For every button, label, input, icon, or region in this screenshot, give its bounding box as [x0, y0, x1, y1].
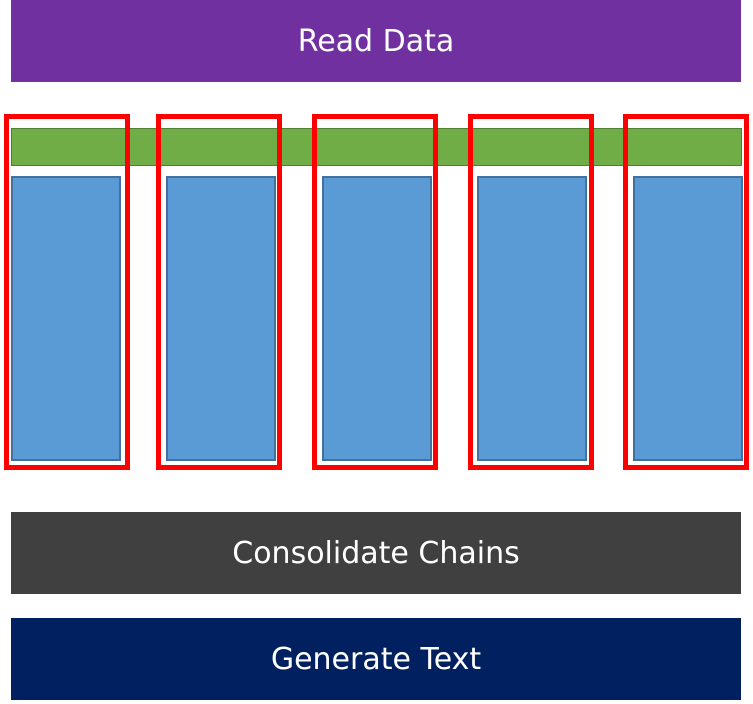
shared-model-bar	[11, 128, 742, 166]
generate-text-label: Generate Text	[270, 641, 482, 677]
worker-outline-1	[4, 114, 130, 470]
generate-text-stage: Generate Text	[11, 618, 741, 700]
read-data-label: Read Data	[297, 23, 455, 59]
worker-outline-4	[468, 114, 594, 470]
worker-outline-5	[623, 114, 749, 470]
chain-column-2	[166, 176, 276, 461]
read-data-stage: Read Data	[11, 0, 741, 82]
consolidate-chains-stage: Consolidate Chains	[11, 512, 741, 594]
chain-column-1	[11, 176, 121, 461]
chain-column-5	[633, 176, 743, 461]
consolidate-chains-label: Consolidate Chains	[232, 535, 520, 571]
worker-outline-3	[312, 114, 438, 470]
chain-column-4	[477, 176, 587, 461]
chain-column-3	[322, 176, 432, 461]
worker-outline-2	[156, 114, 282, 470]
